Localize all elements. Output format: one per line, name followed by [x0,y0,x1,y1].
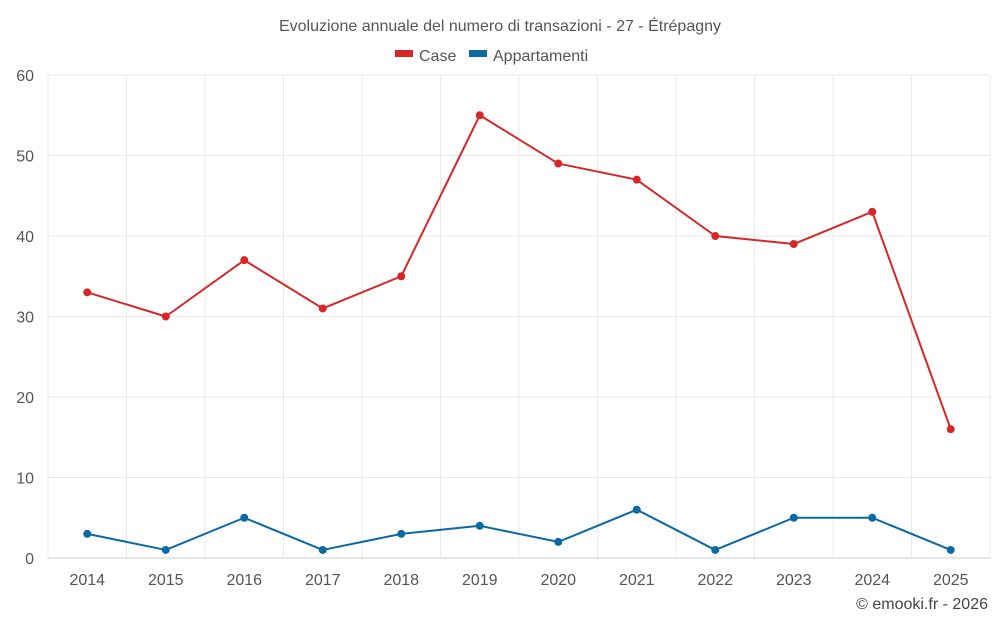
y-tick-label: 30 [16,310,34,327]
data-point-appartamenti[interactable] [397,529,406,538]
x-tick-label: 2024 [854,572,890,589]
data-point-appartamenti[interactable] [946,545,955,554]
data-point-appartamenti[interactable] [632,505,641,514]
legend: Case Appartamenti [395,48,588,65]
x-tick-label: 2023 [776,572,812,589]
y-tick-label: 10 [16,471,34,488]
data-point-case[interactable] [554,159,563,168]
legend-swatch-appartamenti [469,50,487,57]
x-tick-label: 2015 [148,572,184,589]
axes: 0 10 20 30 40 50 60 2014 2015 2016 2017 2018 2019 202… [16,68,990,589]
data-point-case[interactable] [475,111,484,120]
data-point-appartamenti[interactable] [161,545,170,554]
data-point-appartamenti[interactable] [554,537,563,546]
data-point-case[interactable] [397,272,406,281]
data-point-appartamenti[interactable] [868,513,877,522]
series-line-appartamenti [87,508,952,551]
x-tick-label: 2016 [226,572,262,589]
x-tick-label: 2020 [540,572,576,589]
y-tick-label: 20 [16,390,34,407]
legend-label-appartamenti[interactable]: Appartamenti [493,48,588,65]
data-point-appartamenti[interactable] [711,545,720,554]
series [83,111,955,554]
data-point-case[interactable] [711,232,720,240]
data-point-case[interactable] [946,425,955,434]
x-tick-label: 2025 [933,572,969,589]
y-tick-label: 60 [16,68,34,85]
data-point-appartamenti[interactable] [318,545,327,554]
data-point-appartamenti[interactable] [475,521,484,530]
data-point-case[interactable] [240,256,249,265]
data-point-case[interactable] [161,312,170,321]
series-line-case [86,114,952,430]
data-point-appartamenti[interactable] [789,513,798,522]
x-tick-label: 2018 [383,572,419,589]
x-tick-label: 2019 [462,572,498,589]
legend-label-case[interactable]: Case [419,48,456,65]
data-point-appartamenti[interactable] [83,529,92,538]
x-tick-label: 2017 [305,572,341,589]
credit-text: © emooki.fr - 2026 [856,596,988,613]
y-tick-label: 0 [25,551,34,568]
y-tick-label: 50 [16,149,34,166]
x-tick-label: 2022 [697,572,733,589]
y-tick-label: 40 [16,229,34,246]
x-tick-label: 2021 [619,572,655,589]
data-point-appartamenti[interactable] [240,513,249,522]
data-point-case[interactable] [318,304,327,313]
data-point-case[interactable] [632,175,641,184]
data-point-case[interactable] [83,288,92,297]
data-point-case[interactable] [789,240,798,249]
grid [47,74,991,558]
chart-title: Evoluzione annuale del numero di transaz… [279,16,721,35]
legend-swatch-case [395,50,413,57]
data-point-case[interactable] [868,207,877,216]
x-tick-label: 2014 [69,572,105,589]
